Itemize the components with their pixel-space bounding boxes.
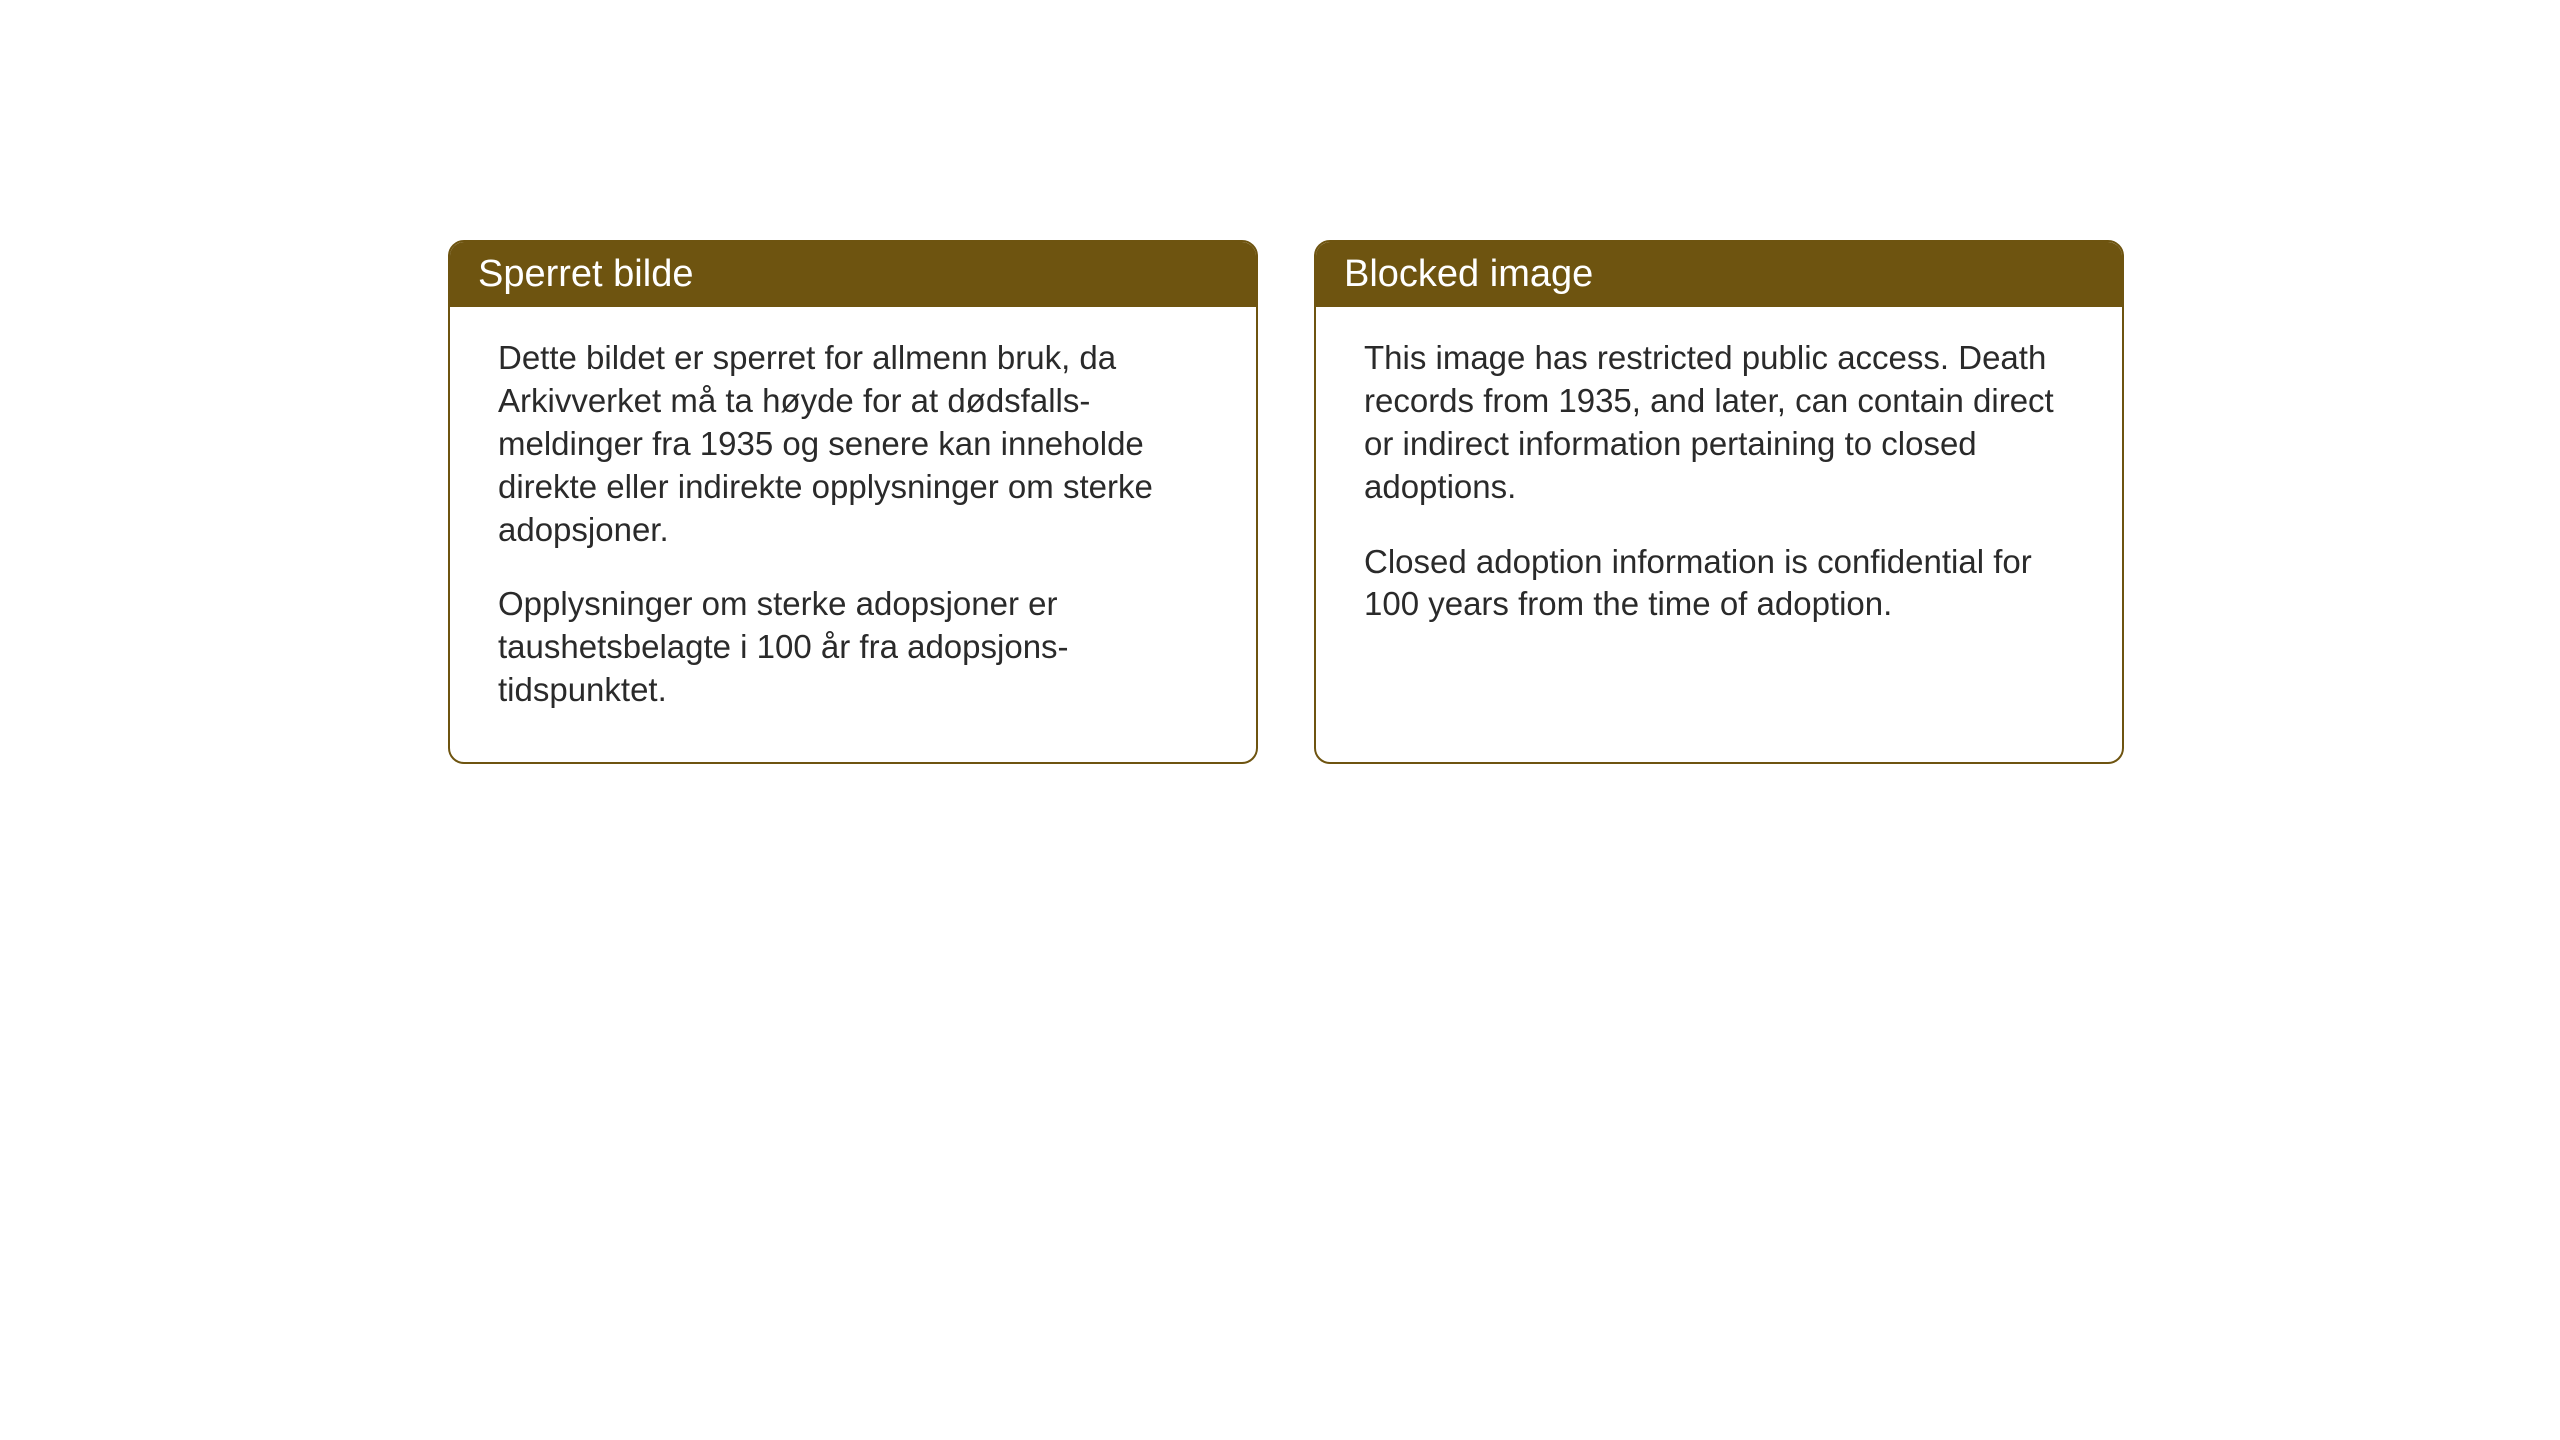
notice-title-norwegian: Sperret bilde [478, 253, 693, 295]
notice-paragraph: Dette bildet er sperret for allmenn bruk… [498, 337, 1208, 551]
notice-body-english: This image has restricted public access.… [1316, 307, 2122, 676]
notice-paragraph: This image has restricted public access.… [1364, 337, 2074, 509]
notice-body-norwegian: Dette bildet er sperret for allmenn bruk… [450, 307, 1256, 762]
notice-header-english: Blocked image [1316, 242, 2122, 307]
notices-container: Sperret bilde Dette bildet er sperret fo… [448, 240, 2124, 764]
notice-paragraph: Opplysninger om sterke adopsjoner er tau… [498, 583, 1208, 712]
notice-box-norwegian: Sperret bilde Dette bildet er sperret fo… [448, 240, 1258, 764]
notice-title-english: Blocked image [1344, 253, 1593, 295]
notice-paragraph: Closed adoption information is confident… [1364, 541, 2074, 627]
notice-header-norwegian: Sperret bilde [450, 242, 1256, 307]
notice-box-english: Blocked image This image has restricted … [1314, 240, 2124, 764]
